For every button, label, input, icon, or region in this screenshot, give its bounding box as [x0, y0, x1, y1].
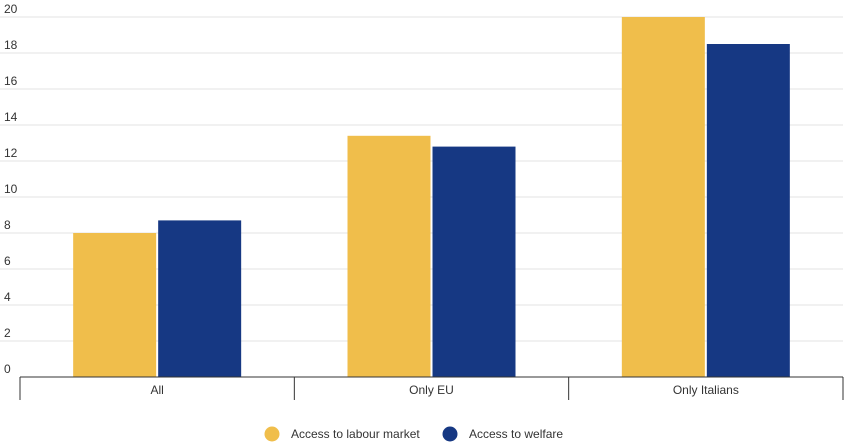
bar-2-0: [621, 17, 705, 377]
x-axis: All Only EU Only Italians: [19, 376, 844, 400]
bar-1-1: [432, 146, 516, 377]
bars: [73, 17, 790, 377]
legend-swatch: [264, 426, 280, 442]
y-tick-label: 8: [4, 218, 11, 232]
y-tick-label: 20: [4, 2, 18, 16]
y-tick-label: 14: [4, 110, 18, 124]
y-tick-label: 6: [4, 254, 11, 268]
legend-label: Access to welfare: [469, 427, 563, 441]
legend-swatch: [442, 426, 458, 442]
x-category-label: Only Italians: [673, 383, 739, 397]
x-category-label: Only EU: [409, 383, 454, 397]
bar-2-1: [706, 44, 790, 377]
y-tick-label: 0: [4, 362, 11, 376]
y-axis-ticks: 0 2 4 6 8 10 12 14 16 18 20: [4, 2, 18, 376]
bar-1-0: [347, 135, 431, 377]
x-category-label: All: [150, 383, 163, 397]
y-tick-label: 10: [4, 182, 18, 196]
bar-0-0: [73, 233, 157, 377]
y-tick-label: 18: [4, 38, 18, 52]
y-tick-label: 16: [4, 74, 18, 88]
y-tick-label: 4: [4, 290, 11, 304]
bar-0-1: [158, 220, 242, 377]
legend: Access to labour market Access to welfare: [264, 426, 563, 442]
y-tick-label: 2: [4, 326, 11, 340]
legend-label: Access to labour market: [291, 427, 420, 441]
y-tick-label: 12: [4, 146, 18, 160]
